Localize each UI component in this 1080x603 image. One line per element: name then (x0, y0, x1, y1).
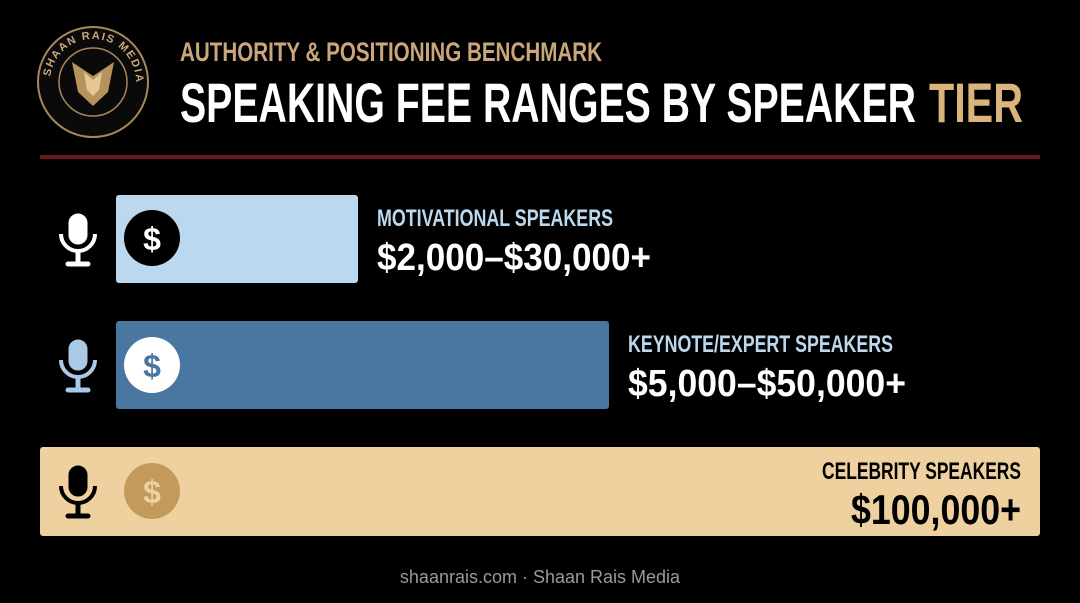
tier-name: MOTIVATIONAL SPEAKERS (377, 205, 613, 232)
tier-row: $ KEYNOTE/EXPERT SPEAKERS $5,000–$50,000… (59, 321, 906, 409)
divider (40, 155, 1040, 159)
dollar-icon (124, 210, 180, 266)
dollar-icon (124, 463, 180, 519)
tier-name: KEYNOTE/EXPERT SPEAKERS (628, 331, 893, 358)
logo: SHAAN RAIS MEDIA (37, 26, 149, 138)
dollar-sign: $ (143, 221, 161, 257)
tier-bar (116, 321, 609, 409)
supertitle: AUTHORITY & POSITIONING BENCHMARK (180, 37, 602, 67)
tier-range: $2,000–$30,000+ (377, 237, 651, 279)
title-highlight: TIER (929, 71, 1023, 134)
tier-bar (40, 447, 1040, 536)
title: SPEAKING FEE RANGES BY SPEAKER (180, 71, 916, 134)
tier-bar (116, 195, 358, 283)
tier-name: CELEBRITY SPEAKERS (822, 458, 1021, 485)
tier-range: $5,000–$50,000+ (628, 363, 906, 405)
tier-range: $100,000+ (851, 486, 1021, 533)
footer: shaanrais.com · Shaan Rais Media (400, 567, 681, 587)
dollar-sign: $ (143, 348, 161, 384)
dollar-sign: $ (143, 474, 161, 510)
tier-row: $ MOTIVATIONAL SPEAKERS $2,000–$30,000+ (59, 195, 651, 283)
tier-row: $ CELEBRITY SPEAKERS $100,000+ (40, 447, 1040, 536)
dollar-icon (124, 337, 180, 393)
